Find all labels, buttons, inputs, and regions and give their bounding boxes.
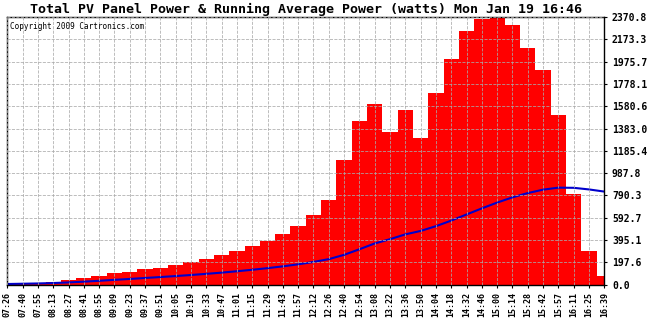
Title: Total PV Panel Power & Running Average Power (watts) Mon Jan 19 16:46: Total PV Panel Power & Running Average P… [30,3,582,16]
Text: Copyright 2009 Cartronics.com: Copyright 2009 Cartronics.com [10,22,144,31]
